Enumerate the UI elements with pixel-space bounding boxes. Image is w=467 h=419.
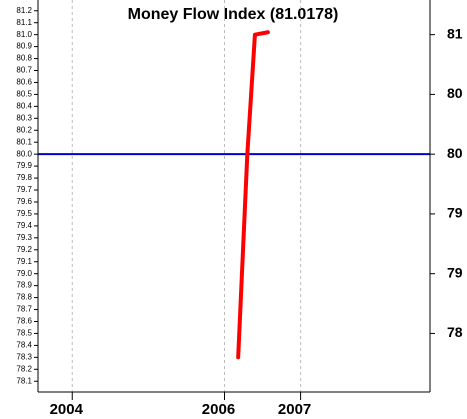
- y-tick-label: 80.0: [16, 149, 32, 158]
- y-tick-label: 79.3: [16, 233, 32, 242]
- chart-title: Money Flow Index (81.0178): [128, 6, 339, 23]
- y-tick-label: 80.6: [16, 78, 32, 87]
- y-tick-label: 79.2: [16, 245, 32, 254]
- y-tick-label: 78.7: [16, 305, 32, 314]
- y-tick-label: 79.6: [16, 197, 32, 206]
- y-tick-label: 80.8: [16, 54, 32, 63]
- y2-tick-label: 78: [447, 324, 463, 340]
- y-tick-label: 81.0: [16, 30, 32, 39]
- y2-tick-label: 79: [447, 205, 463, 221]
- y-tick-label: 79.7: [16, 185, 32, 194]
- y-tick-label: 78.6: [16, 317, 32, 326]
- y-tick-label: 78.2: [16, 364, 32, 373]
- y-tick-label: 79.8: [16, 173, 32, 182]
- y2-tick-label: 80: [447, 145, 463, 161]
- y-tick-label: 78.5: [16, 329, 32, 338]
- y-tick-label: 78.9: [16, 281, 32, 290]
- y-tick-label: 80.5: [16, 90, 32, 99]
- y-tick-label: 78.4: [16, 340, 32, 349]
- y-tick-label: 80.1: [16, 137, 32, 146]
- y-tick-label: 79.0: [16, 269, 32, 278]
- y-tick-label: 80.7: [16, 66, 32, 75]
- y-tick-label: 80.2: [16, 125, 32, 134]
- y2-tick-label: 81: [447, 25, 463, 41]
- y-tick-label: 79.9: [16, 161, 32, 170]
- x-tick-label: 2006: [202, 401, 235, 418]
- y-tick-label: 78.8: [16, 293, 32, 302]
- y-tick-label: 80.3: [16, 113, 32, 122]
- y-tick-label: 79.1: [16, 257, 32, 266]
- x-tick-label: 2007: [278, 401, 311, 418]
- y-tick-label: 79.5: [16, 209, 32, 218]
- x-tick-label: 2004: [50, 401, 84, 418]
- y2-tick-label: 79: [447, 264, 463, 280]
- y-tick-label: 81.1: [16, 18, 32, 27]
- data-line: [236, 30, 270, 360]
- y-tick-label: 78.1: [16, 376, 32, 385]
- y-tick-label: 81.2: [16, 6, 32, 15]
- y-tick-label: 80.9: [16, 42, 32, 51]
- y2-tick-label: 80: [447, 85, 463, 101]
- y-tick-label: 80.4: [16, 101, 32, 110]
- y-tick-label: 79.4: [16, 221, 32, 230]
- y-tick-label: 78.3: [16, 352, 32, 361]
